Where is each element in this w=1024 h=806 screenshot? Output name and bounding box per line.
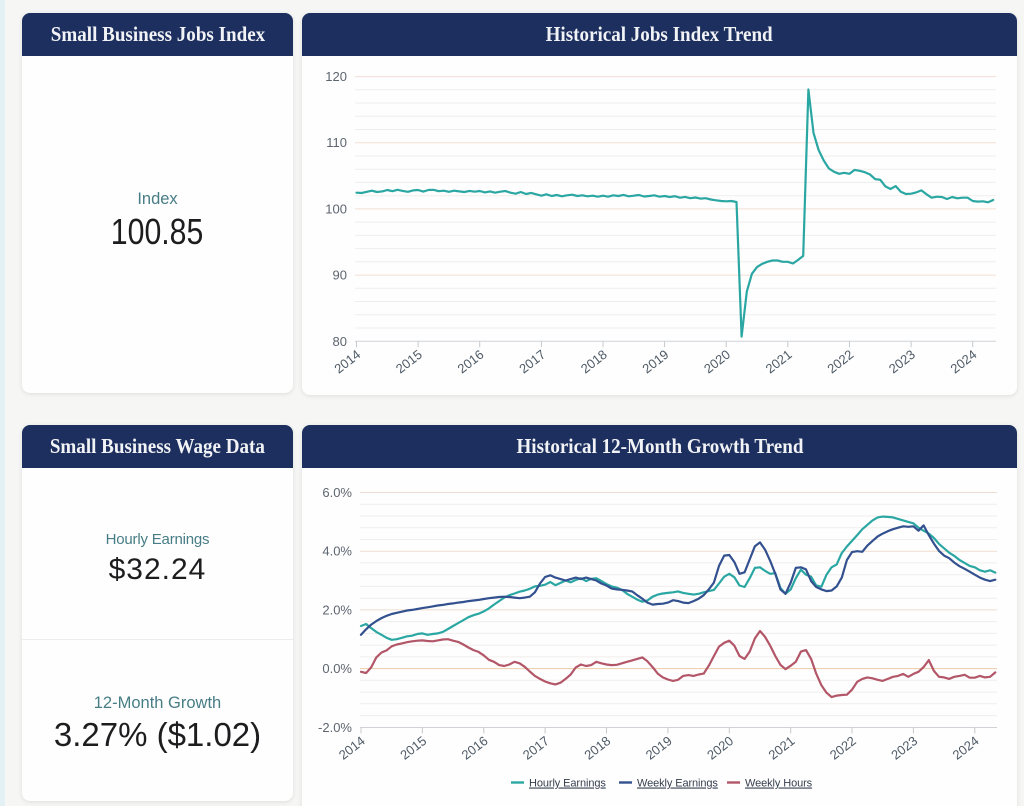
svg-text:2018: 2018 [581, 733, 613, 763]
svg-text:2017: 2017 [520, 733, 552, 763]
svg-text:-2.0%: -2.0% [318, 720, 352, 735]
svg-text:2019: 2019 [639, 347, 671, 377]
svg-text:2014: 2014 [336, 733, 368, 763]
svg-text:2020: 2020 [701, 347, 733, 377]
svg-text:2023: 2023 [886, 347, 918, 377]
svg-text:2016: 2016 [455, 347, 487, 377]
svg-text:Hourly Earnings: Hourly Earnings [529, 778, 606, 790]
svg-text:2023: 2023 [888, 733, 920, 763]
svg-text:80: 80 [333, 334, 347, 349]
svg-text:Weekly Hours: Weekly Hours [745, 778, 813, 790]
svg-text:2015: 2015 [397, 733, 429, 763]
svg-text:100: 100 [325, 201, 347, 216]
svg-text:4.0%: 4.0% [322, 544, 352, 559]
svg-text:6.0%: 6.0% [322, 485, 352, 500]
svg-text:2016: 2016 [459, 733, 491, 763]
svg-text:2021: 2021 [766, 733, 798, 763]
svg-text:2021: 2021 [763, 347, 795, 377]
svg-text:2015: 2015 [393, 347, 425, 377]
svg-text:120: 120 [325, 69, 347, 84]
svg-text:90: 90 [333, 268, 347, 283]
svg-text:2024: 2024 [948, 347, 980, 377]
svg-text:2014: 2014 [331, 347, 363, 377]
svg-text:2020: 2020 [704, 733, 736, 763]
svg-text:110: 110 [326, 135, 347, 150]
svg-text:2022: 2022 [827, 733, 859, 763]
svg-text:2019: 2019 [643, 733, 675, 763]
svg-text:2018: 2018 [578, 347, 610, 377]
svg-text:2.0%: 2.0% [322, 602, 352, 617]
svg-text:2017: 2017 [516, 347, 548, 377]
svg-text:0.0%: 0.0% [322, 661, 352, 676]
svg-text:Weekly Earnings: Weekly Earnings [637, 778, 718, 790]
svg-text:2024: 2024 [950, 733, 982, 763]
svg-text:2022: 2022 [824, 347, 856, 377]
